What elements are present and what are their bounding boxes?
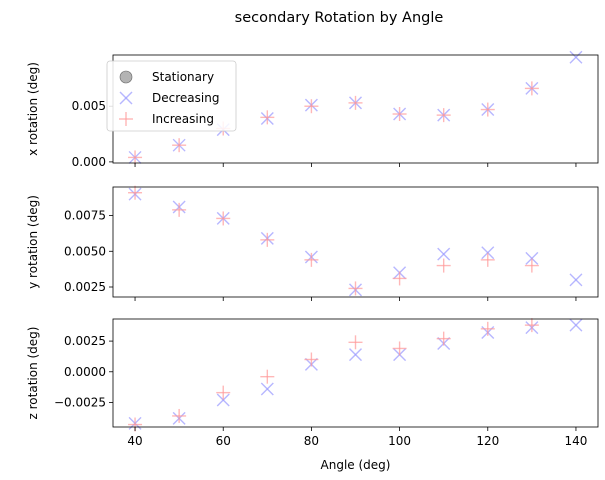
y-tick-label: 0.0025 bbox=[64, 280, 106, 294]
point-increasing bbox=[260, 110, 275, 125]
data-points bbox=[128, 185, 583, 297]
y-tick-label: 0.000 bbox=[72, 155, 106, 169]
point-increasing bbox=[304, 352, 319, 367]
y-tick-label: 0.0050 bbox=[64, 244, 106, 258]
point-increasing bbox=[436, 331, 451, 346]
y-tick-label: 0.0025 bbox=[64, 334, 106, 348]
point-increasing bbox=[392, 271, 407, 286]
legend: Stationary Decreasing Increasing bbox=[106, 60, 237, 132]
point-decreasing bbox=[481, 246, 495, 260]
point-increasing bbox=[480, 102, 495, 117]
y-axis-label: x rotation (deg) bbox=[26, 62, 40, 156]
subplot-2: 0.0025 0.0050 0.0075 y rotation (deg) bbox=[26, 185, 599, 301]
y-tick-label: 0.0000 bbox=[64, 365, 106, 379]
x-tick-label: 80 bbox=[304, 434, 319, 448]
point-decreasing bbox=[569, 273, 583, 287]
point-decreasing bbox=[525, 251, 539, 265]
point-increasing bbox=[524, 81, 539, 96]
legend-label: Stationary bbox=[152, 70, 214, 84]
x-tick-label: 60 bbox=[216, 434, 231, 448]
legend-marker-stationary bbox=[119, 70, 133, 84]
point-increasing bbox=[128, 150, 143, 165]
axes-frame bbox=[112, 186, 599, 298]
point-decreasing bbox=[569, 318, 583, 332]
y-tick-label: −0.0025 bbox=[54, 395, 106, 409]
point-increasing bbox=[172, 408, 187, 423]
point-increasing bbox=[524, 318, 539, 333]
x-tick-label: 100 bbox=[388, 434, 411, 448]
point-decreasing bbox=[349, 348, 362, 362]
point-decreasing bbox=[569, 50, 583, 64]
x-tick-label: 120 bbox=[476, 434, 499, 448]
point-increasing bbox=[260, 232, 275, 247]
point-increasing bbox=[392, 107, 407, 122]
point-increasing bbox=[348, 281, 363, 296]
point-increasing bbox=[392, 341, 407, 356]
subplot-3: −0.0025 0.0000 0.0025 40 60 80 100 120 140 z rota… bbox=[26, 318, 599, 472]
x-axis-label: Angle (deg) bbox=[321, 458, 391, 472]
y-axis-label: z rotation (deg) bbox=[26, 327, 40, 420]
legend-marker-increasing bbox=[119, 112, 133, 126]
point-increasing bbox=[172, 138, 187, 153]
point-decreasing bbox=[216, 393, 230, 407]
point-increasing bbox=[304, 99, 319, 114]
figure-title: secondary Rotation by Angle bbox=[235, 10, 444, 26]
point-decreasing bbox=[437, 247, 451, 261]
point-increasing bbox=[260, 369, 275, 384]
x-tick-label: 140 bbox=[565, 434, 588, 448]
y-axis-label: y rotation (deg) bbox=[26, 195, 40, 289]
point-increasing bbox=[172, 202, 187, 217]
point-increasing bbox=[304, 252, 319, 267]
y-tick-label: 0.005 bbox=[72, 99, 106, 113]
legend-box bbox=[106, 60, 237, 132]
subplot-1: 0.000 0.005 x rotation (deg) bbox=[26, 50, 599, 169]
axes-frame bbox=[112, 318, 599, 428]
legend-label: Increasing bbox=[152, 112, 214, 126]
point-increasing bbox=[216, 385, 231, 400]
legend-label: Decreasing bbox=[152, 91, 219, 105]
y-tick-label: 0.0075 bbox=[64, 209, 106, 223]
data-points bbox=[128, 50, 583, 165]
point-decreasing bbox=[260, 382, 274, 396]
point-increasing bbox=[524, 258, 539, 273]
point-increasing bbox=[128, 185, 143, 200]
point-increasing bbox=[480, 252, 495, 267]
legend-marker-decreasing bbox=[119, 91, 133, 105]
point-increasing bbox=[436, 108, 451, 123]
x-tick-label: 40 bbox=[127, 434, 142, 448]
point-increasing bbox=[216, 211, 231, 226]
point-increasing bbox=[480, 321, 495, 336]
point-increasing bbox=[348, 335, 363, 350]
point-increasing bbox=[348, 95, 363, 110]
point-increasing bbox=[436, 258, 451, 273]
